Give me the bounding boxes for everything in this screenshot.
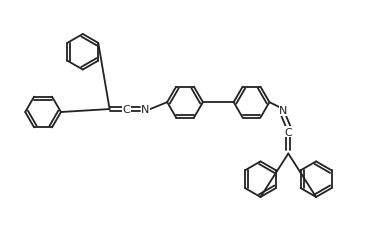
Text: N: N xyxy=(141,105,149,115)
Text: C: C xyxy=(123,105,130,115)
Text: N: N xyxy=(279,106,288,116)
Text: C: C xyxy=(285,127,292,137)
